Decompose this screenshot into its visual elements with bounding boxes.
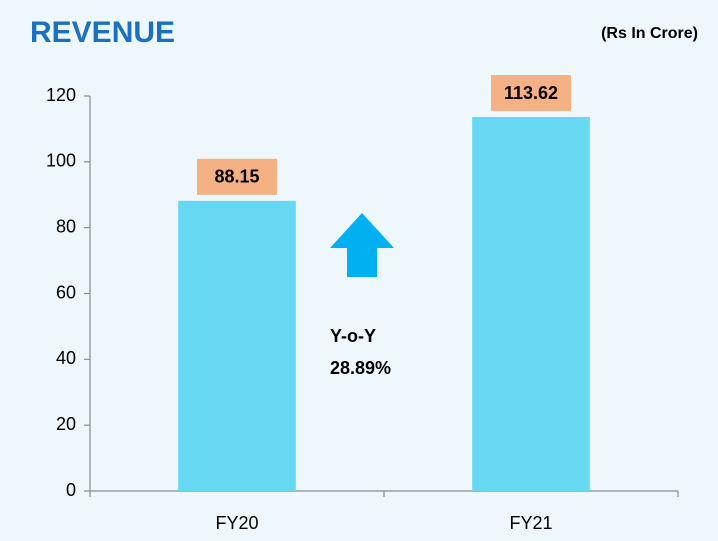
annotation: 28.89% xyxy=(330,358,391,378)
chart-title: REVENUE xyxy=(30,16,175,49)
up-arrow xyxy=(330,213,394,277)
annotation: Y-o-Y xyxy=(330,326,376,346)
x-tick-label: FY21 xyxy=(509,513,552,533)
y-tick-label: 40 xyxy=(56,348,76,368)
data-label: 88.15 xyxy=(214,167,259,187)
x-tick-label: FY20 xyxy=(215,513,258,533)
chart-subtitle: (Rs In Crore) xyxy=(601,25,698,42)
data-label-box xyxy=(491,75,571,112)
data-label: 113.62 xyxy=(504,83,558,103)
data-label-box xyxy=(197,158,277,195)
y-tick-label: 100 xyxy=(46,151,76,171)
y-tick-label: 60 xyxy=(56,282,76,302)
bar xyxy=(472,117,590,492)
y-tick-label: 0 xyxy=(66,480,76,500)
y-tick-label: 80 xyxy=(56,216,76,236)
y-tick-label: 120 xyxy=(46,85,76,105)
y-tick-label: 20 xyxy=(56,414,76,434)
bar xyxy=(178,200,296,491)
